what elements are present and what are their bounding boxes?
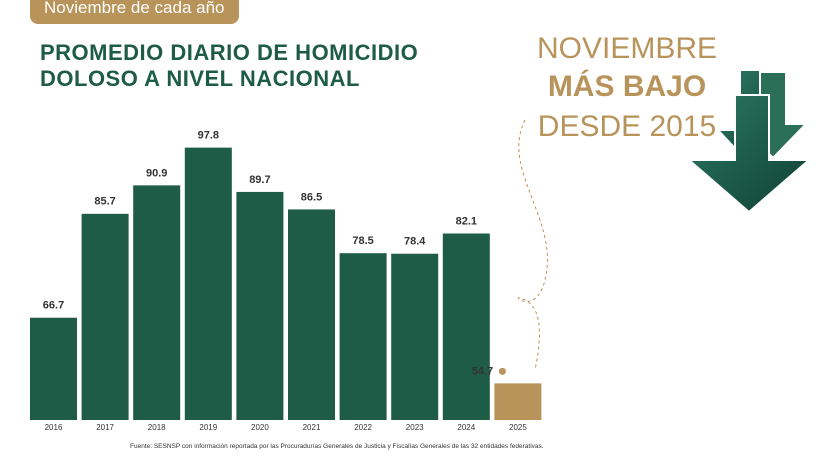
arrow-icon	[686, 94, 812, 214]
value-label: 86.5	[301, 191, 322, 203]
value-label: 90.9	[146, 167, 167, 179]
bar	[288, 209, 335, 420]
bar	[81, 213, 129, 420]
bar	[184, 147, 232, 420]
value-label: 85.7	[94, 196, 115, 208]
callout-line: NOVIEMBRE	[536, 32, 718, 65]
x-tick-label: 2024	[457, 423, 475, 432]
bar	[339, 253, 387, 420]
bar	[442, 233, 490, 420]
x-tick-label: 2016	[45, 423, 63, 432]
bar	[30, 317, 77, 420]
marker-dot	[498, 367, 506, 375]
x-tick-label: 2019	[199, 423, 217, 432]
value-label: 78.4	[404, 236, 426, 248]
connector	[517, 119, 548, 371]
x-tick-label: 2025	[509, 423, 527, 432]
callout-line: MÁS BAJO	[547, 70, 707, 103]
bar	[133, 185, 181, 420]
value-label: 66.7	[43, 300, 64, 312]
badge: Noviembre de cada año	[30, 0, 239, 24]
source-note: Fuente: SESNSP con información reportada…	[130, 443, 544, 450]
x-tick-label: 2022	[354, 423, 372, 432]
x-tick-label: 2018	[148, 423, 166, 432]
x-tick-label: 2023	[406, 423, 424, 432]
value-label: 78.5	[352, 235, 373, 247]
value-label: 97.8	[198, 130, 219, 142]
callout-line: DESDE 2015	[537, 110, 717, 143]
bar	[494, 383, 542, 420]
x-tick-label: 2021	[303, 423, 321, 432]
value-label: 82.1	[456, 215, 477, 227]
bar	[236, 191, 284, 420]
x-tick-label: 2020	[251, 423, 269, 432]
x-tick-label: 2017	[96, 423, 114, 432]
value-label: 54.7	[472, 365, 493, 377]
value-label: 89.7	[249, 174, 270, 186]
bar	[391, 253, 439, 420]
chart-title: PROMEDIO DIARIO DE HOMICIDIO DOLOSO A NI…	[40, 40, 419, 91]
